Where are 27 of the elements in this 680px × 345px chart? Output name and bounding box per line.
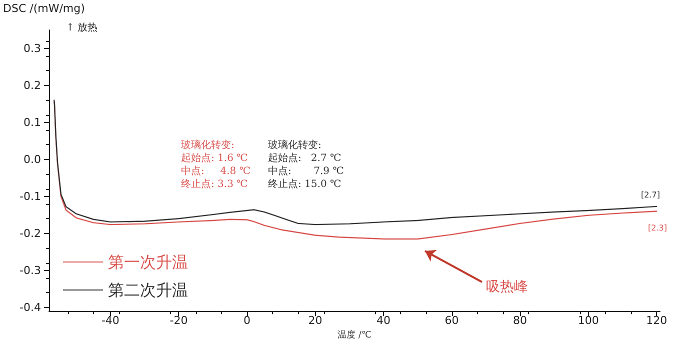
y-tick-label: -0.4: [20, 300, 41, 314]
x-tick-label: 40: [376, 314, 391, 328]
x-tick-label: 80: [513, 314, 528, 328]
x-tick-label: 20: [308, 314, 322, 328]
y-tick-label: -0.3: [20, 264, 41, 277]
x-tick-label: -40: [101, 314, 120, 328]
y-tick-label: 0.2: [24, 78, 41, 92]
y-tick-label: 0.1: [24, 116, 41, 129]
annotation: [2.7]: [641, 190, 660, 200]
x-tick-label: 0: [243, 314, 250, 328]
y-tick-label: -0.2: [20, 226, 41, 240]
x-tick-label: 100: [578, 314, 599, 328]
annotation: 玻璃化转变: 起始点: 2.7 ℃ 中点: 7.9 ℃ 终止点: 15.0 ℃: [268, 139, 344, 190]
x-axis-title: 温度 /℃: [337, 330, 372, 340]
annotation: ↑ 放热: [66, 22, 98, 34]
x-tick-label: 60: [444, 314, 459, 328]
legend-label: 第二次升温: [108, 280, 188, 300]
y-tick-label: -0.1: [20, 190, 41, 203]
x-tick-label: -20: [170, 314, 188, 328]
annotation: 吸热峰: [486, 279, 528, 295]
y-tick-label: 0.0: [24, 152, 41, 166]
x-tick-label: 120: [646, 314, 668, 328]
legend-label: 第一次升温: [108, 252, 188, 272]
y-axis-title: DSC /(mW/mg): [3, 2, 85, 15]
y-tick-label: 0.3: [24, 42, 41, 55]
annotation: 玻璃化转变: 起始点: 1.6 ℃ 中点: 4.8 ℃ 终止点: 3.3 ℃: [181, 139, 251, 190]
annotation: [2.3]: [648, 224, 667, 232]
